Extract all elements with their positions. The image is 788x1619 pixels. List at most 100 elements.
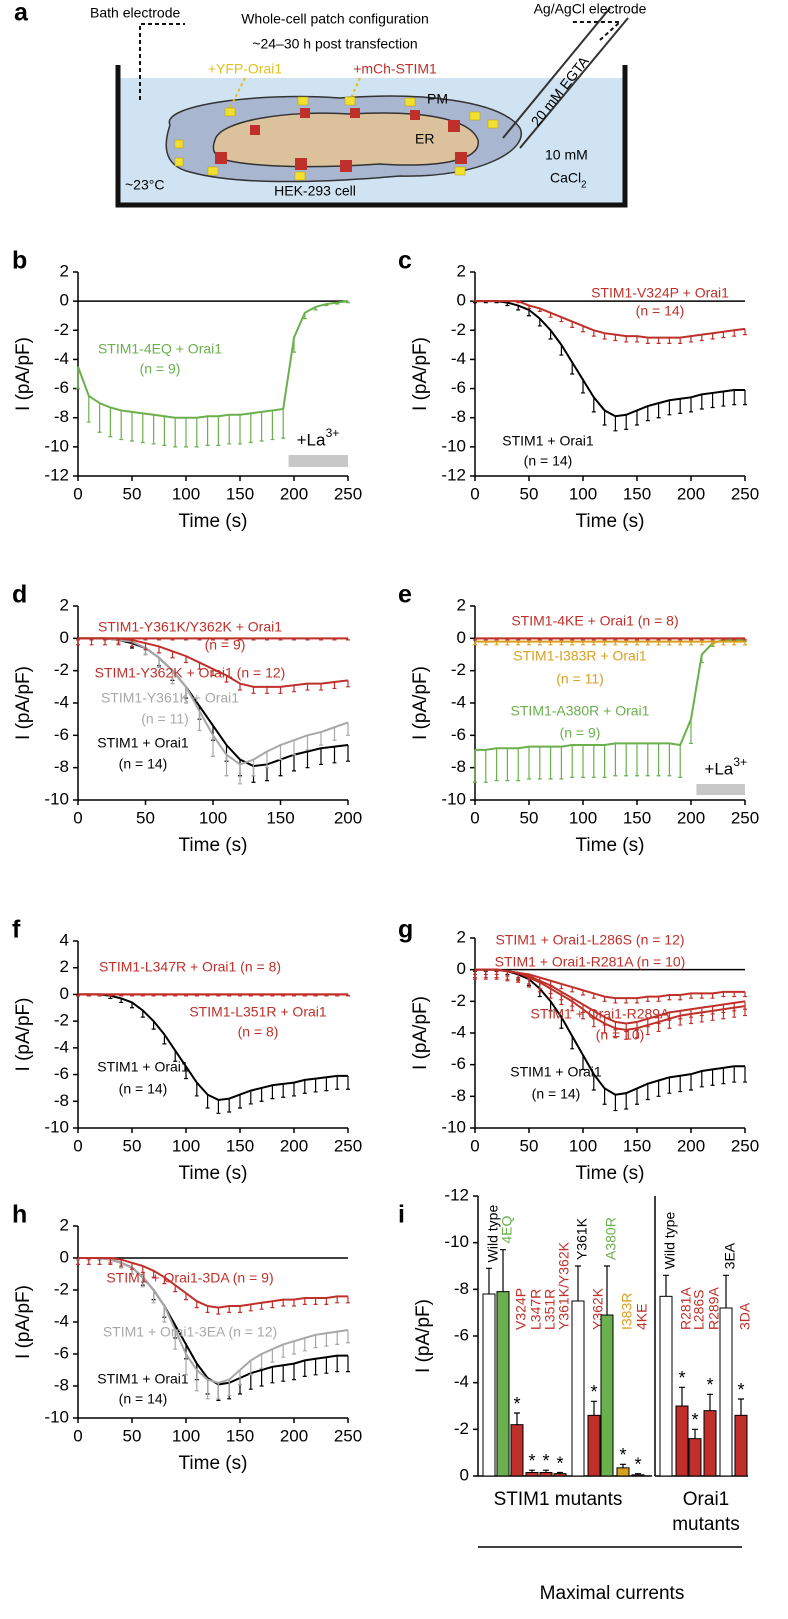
error-bar xyxy=(313,1358,318,1376)
series-label: STIM1 + Orai1 xyxy=(510,1064,602,1080)
error-bar xyxy=(248,1360,253,1376)
error-bar xyxy=(238,1306,242,1313)
y-tick-label: -8 xyxy=(54,1091,69,1110)
stim-clusters xyxy=(215,108,467,172)
y-tick-label: -10 xyxy=(44,789,69,808)
y-tick-label: -4 xyxy=(451,349,466,368)
error-bar xyxy=(162,416,167,446)
bar xyxy=(703,1410,717,1477)
y-tick-label: -2 xyxy=(54,1011,69,1030)
bar xyxy=(659,1295,673,1477)
error-bar xyxy=(473,749,477,783)
error-bar xyxy=(678,745,683,778)
y-tick-label: -10 xyxy=(444,1232,469,1251)
er-label: ER xyxy=(415,131,434,147)
x-tick-label: 150 xyxy=(623,1136,651,1155)
y-tick-label: -4 xyxy=(54,349,69,368)
ag-electrode-label: Ag/AgCl electrode xyxy=(534,1,647,17)
error-bar xyxy=(130,639,134,648)
category-label: 4KE xyxy=(634,1304,650,1330)
y-tick-label: 0 xyxy=(457,291,466,310)
x-tick-label: 200 xyxy=(677,808,705,827)
x-tick-label: 100 xyxy=(172,1426,200,1445)
bar xyxy=(600,1314,614,1477)
error-bar xyxy=(335,1331,340,1345)
error-bar xyxy=(86,1258,91,1265)
error-bar xyxy=(248,1304,253,1312)
significance-star: * xyxy=(634,1454,641,1474)
error-bar xyxy=(604,1265,610,1315)
series-line xyxy=(78,993,348,1101)
error-bar xyxy=(570,998,575,1007)
error-bar xyxy=(305,735,310,751)
y-tick-label: -4 xyxy=(54,1037,69,1056)
significance-star: * xyxy=(542,1451,549,1471)
error-bar xyxy=(514,1412,520,1425)
error-bar xyxy=(259,1087,264,1102)
y-tick-label: -12 xyxy=(444,1185,469,1204)
series-note: (n = 14) xyxy=(524,453,573,469)
y-tick-label: -2 xyxy=(451,320,466,339)
panel-label: f xyxy=(12,916,21,944)
series-label: STIM1 + Orai1 xyxy=(97,1371,189,1387)
annotation: +La xyxy=(297,430,326,449)
error-bar xyxy=(216,1307,221,1315)
error-bar xyxy=(529,1469,535,1473)
bar xyxy=(675,1405,689,1477)
x-tick-label: 0 xyxy=(73,484,82,503)
series-line xyxy=(475,300,746,339)
bath-electrode xyxy=(139,23,185,100)
error-bar xyxy=(624,743,629,777)
la-bar xyxy=(288,455,348,467)
error-bar xyxy=(613,1021,618,1031)
error-bar xyxy=(324,1077,329,1092)
error-bar xyxy=(205,1379,210,1400)
panel-label: c xyxy=(398,247,412,275)
y-axis-label: I (pA/pF) xyxy=(13,998,34,1072)
error-bar xyxy=(302,1338,307,1352)
series-note: (n = 9) xyxy=(205,637,246,653)
y-tick-label: 0 xyxy=(60,628,69,647)
error-bar xyxy=(324,1357,329,1374)
x-tick-label: 50 xyxy=(136,808,155,827)
error-bar xyxy=(130,411,134,442)
series-label: STIM1-Y361K + Orai1 xyxy=(101,690,239,706)
diagram: a Bath electrode Whole-cell patch config… xyxy=(14,0,647,208)
x-tick-label: 0 xyxy=(73,808,82,827)
series-label: STIM1-L347R + Orai1 (n = 8) xyxy=(99,959,281,975)
error-bar xyxy=(346,1296,350,1304)
x-tick-label: 150 xyxy=(226,484,254,503)
error-bar xyxy=(613,416,618,432)
series-label: STIM1 + Orai1-L286S (n = 12) xyxy=(495,932,684,948)
error-bar xyxy=(319,748,323,766)
x-axis-label: Time (s) xyxy=(179,511,248,532)
error-bar xyxy=(278,686,283,694)
bar xyxy=(553,1473,567,1477)
error-bar xyxy=(613,1094,618,1112)
error-bar xyxy=(216,416,221,446)
y-tick-label: -8 xyxy=(451,757,466,776)
error-bar xyxy=(265,751,269,769)
error-bar xyxy=(678,1010,683,1020)
error-bar xyxy=(721,1004,726,1014)
series-note: (n = 14) xyxy=(636,303,685,319)
bar xyxy=(525,1472,539,1477)
y-tick-label: -8 xyxy=(451,1086,466,1105)
error-bar xyxy=(624,1023,629,1033)
category-label: 3DA xyxy=(737,1302,753,1330)
x-tick-label: 250 xyxy=(731,1136,759,1155)
y-axis-label: I (pA/pF) xyxy=(13,666,34,740)
error-bar xyxy=(679,1386,685,1406)
error-bar xyxy=(143,643,148,651)
y-axis-label: I (pA/pF) xyxy=(13,337,34,411)
y-tick-label: 2 xyxy=(457,595,466,614)
x-tick-label: 200 xyxy=(334,808,362,827)
error-bar xyxy=(738,1398,744,1416)
error-bar xyxy=(710,1006,715,1015)
x-tick-label: 100 xyxy=(569,484,597,503)
y-axis-label: I (pA/pF) xyxy=(410,666,431,740)
error-bar xyxy=(173,417,178,448)
error-bar xyxy=(173,1330,178,1350)
y-tick-label: -4 xyxy=(451,692,466,711)
error-bar xyxy=(575,1265,581,1301)
